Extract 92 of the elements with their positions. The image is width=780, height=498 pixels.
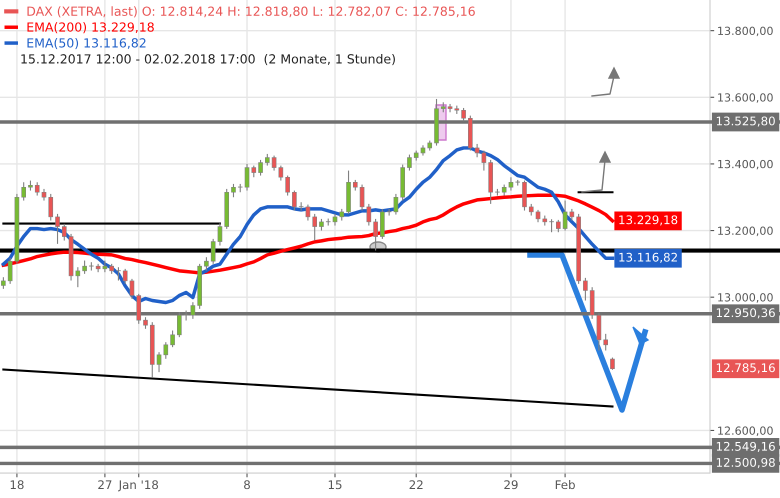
candlestick bbox=[360, 184, 364, 212]
x-tick-label: 8 bbox=[244, 480, 250, 490]
candlestick bbox=[549, 218, 554, 233]
y-tick-label: 13.800,00 bbox=[718, 26, 773, 36]
candlestick bbox=[170, 330, 175, 348]
candlestick bbox=[508, 176, 514, 192]
candlestick bbox=[366, 203, 372, 226]
candlestick bbox=[427, 140, 432, 152]
candlestick bbox=[218, 222, 222, 246]
candlestick bbox=[258, 159, 263, 176]
candlestick bbox=[536, 209, 540, 223]
candlestick bbox=[414, 150, 419, 162]
candlestick bbox=[265, 153, 270, 166]
candlestick bbox=[285, 175, 290, 196]
candlestick bbox=[244, 163, 250, 192]
x-tick-label: Jan '18 bbox=[118, 480, 158, 492]
candlestick bbox=[332, 213, 338, 226]
candlestick bbox=[62, 223, 67, 242]
x-tick-label: 18 bbox=[10, 480, 24, 490]
legend-label: EMA(50) 13.116,82 bbox=[27, 38, 146, 50]
candlestick bbox=[352, 179, 358, 192]
y-tick-label: 13.000,00 bbox=[718, 293, 773, 303]
candlestick bbox=[461, 107, 466, 122]
candlestick bbox=[116, 266, 121, 282]
data-label: 13.229,18 bbox=[619, 215, 678, 226]
candlestick bbox=[130, 278, 134, 300]
candlestick bbox=[440, 102, 446, 113]
candlestick bbox=[319, 218, 324, 232]
candlestick bbox=[42, 188, 46, 202]
candlestick bbox=[28, 180, 33, 192]
candlestick bbox=[542, 215, 548, 226]
x-tick-label: 22 bbox=[410, 480, 423, 490]
x-tick-label: 15 bbox=[328, 480, 342, 490]
candlestick bbox=[251, 165, 256, 178]
candlestick bbox=[184, 310, 188, 322]
ref-line-label: 12.549,16 bbox=[716, 442, 775, 452]
candlestick bbox=[143, 316, 148, 330]
data-label: 13.116,82 bbox=[619, 252, 677, 263]
candlestick bbox=[326, 218, 331, 226]
candlestick bbox=[407, 154, 412, 172]
candlestick bbox=[177, 312, 182, 338]
ref-line-label: 12.950,36 bbox=[716, 308, 775, 318]
candlestick bbox=[610, 357, 615, 370]
candlestick bbox=[515, 179, 520, 186]
annotation: 15.12.2017 12:00 - 02.02.2018 17:00 (2 Monate, 1 Stunde) bbox=[21, 54, 395, 66]
candlestick bbox=[583, 277, 588, 302]
candlestick bbox=[48, 193, 54, 222]
candlestick bbox=[1, 276, 6, 290]
candlestick bbox=[272, 155, 276, 172]
x-tick-label: Feb bbox=[556, 480, 575, 490]
candlestick bbox=[163, 342, 168, 360]
x-tick-label: 27 bbox=[98, 480, 112, 490]
y-tick-label: 13.200,00 bbox=[718, 226, 773, 236]
text: 12.785,16 bbox=[716, 363, 775, 374]
candlestick bbox=[210, 238, 216, 264]
candlestick bbox=[34, 182, 40, 196]
candlestick bbox=[8, 257, 12, 284]
candlestick bbox=[109, 263, 114, 274]
candlestick bbox=[292, 190, 297, 212]
candlestick bbox=[502, 184, 506, 196]
candlestick bbox=[556, 219, 561, 233]
ref-line-label: 12.500,98 bbox=[716, 458, 775, 468]
candlestick bbox=[474, 143, 480, 158]
candlestick bbox=[76, 266, 80, 288]
candlestick bbox=[82, 260, 87, 274]
candlestick bbox=[339, 208, 344, 222]
candlestick bbox=[278, 165, 284, 182]
candlestick bbox=[306, 204, 310, 222]
legend-label: DAX (XETRA, last) O: 12.814,24 H: 12.818,80 L: 12.782,07 C: 12.785,16 bbox=[27, 6, 475, 18]
candlestick bbox=[312, 213, 318, 242]
candlestick bbox=[420, 144, 426, 156]
candlestick bbox=[156, 352, 162, 373]
x-tick-label: 29 bbox=[504, 480, 518, 490]
candlestick bbox=[482, 150, 486, 172]
y-tick-label: 13.400,00 bbox=[718, 160, 773, 170]
candlestick bbox=[603, 333, 608, 352]
candlestick bbox=[190, 302, 196, 320]
candlestick bbox=[55, 213, 60, 244]
candlestick bbox=[21, 182, 26, 202]
candlestick bbox=[231, 183, 236, 198]
legend-label: EMA(200) 13.229,18 bbox=[27, 22, 154, 34]
y-tick-label: 13.600,00 bbox=[718, 93, 773, 103]
candlestick bbox=[204, 256, 209, 272]
candlestick bbox=[238, 183, 243, 193]
candlestick bbox=[122, 268, 128, 284]
ref-line-label: 13.525,80 bbox=[716, 116, 775, 127]
candlestick bbox=[570, 208, 574, 222]
candlestick bbox=[394, 193, 398, 216]
candlestick bbox=[102, 260, 108, 273]
y-tick-label: 12.600,00 bbox=[718, 426, 773, 436]
candlestick bbox=[528, 203, 534, 216]
candlestick bbox=[562, 200, 568, 232]
